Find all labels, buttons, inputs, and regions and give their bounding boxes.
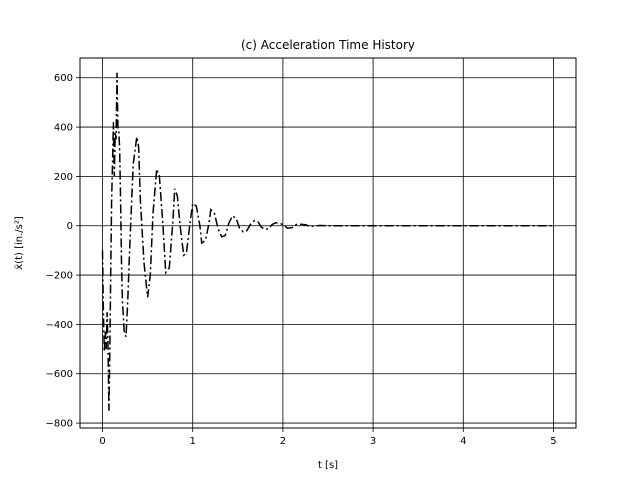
y-tick-label: −800 [46,419,73,430]
chart-title: (c) Acceleration Time History [241,38,415,52]
x-tick-label: 2 [280,436,286,447]
ticks: 0 1 2 3 4 5 −800 −600 −400 −200 0 200 400 600 [46,73,557,447]
acceleration-series-line [101,72,554,411]
y-tick-label: 400 [54,123,73,134]
y-tick-label: −200 [46,271,73,282]
y-tick-label: −600 [46,369,73,380]
x-tick-label: 5 [550,436,556,447]
x-tick-label: 3 [370,436,376,447]
plot-area-frame [79,57,577,429]
x-tick-label: 1 [190,436,196,447]
y-tick-label: 200 [54,172,73,183]
x-tick-label: 0 [99,436,105,447]
y-tick-label: 600 [54,73,73,84]
x-axis-label: t [s] [318,460,338,471]
x-tick-label: 4 [460,436,466,447]
y-axis-label: ẍ(t) [in./s²] [14,216,25,270]
y-tick-label: 0 [67,221,73,232]
y-tick-label: −400 [46,320,73,331]
grid [80,58,576,428]
